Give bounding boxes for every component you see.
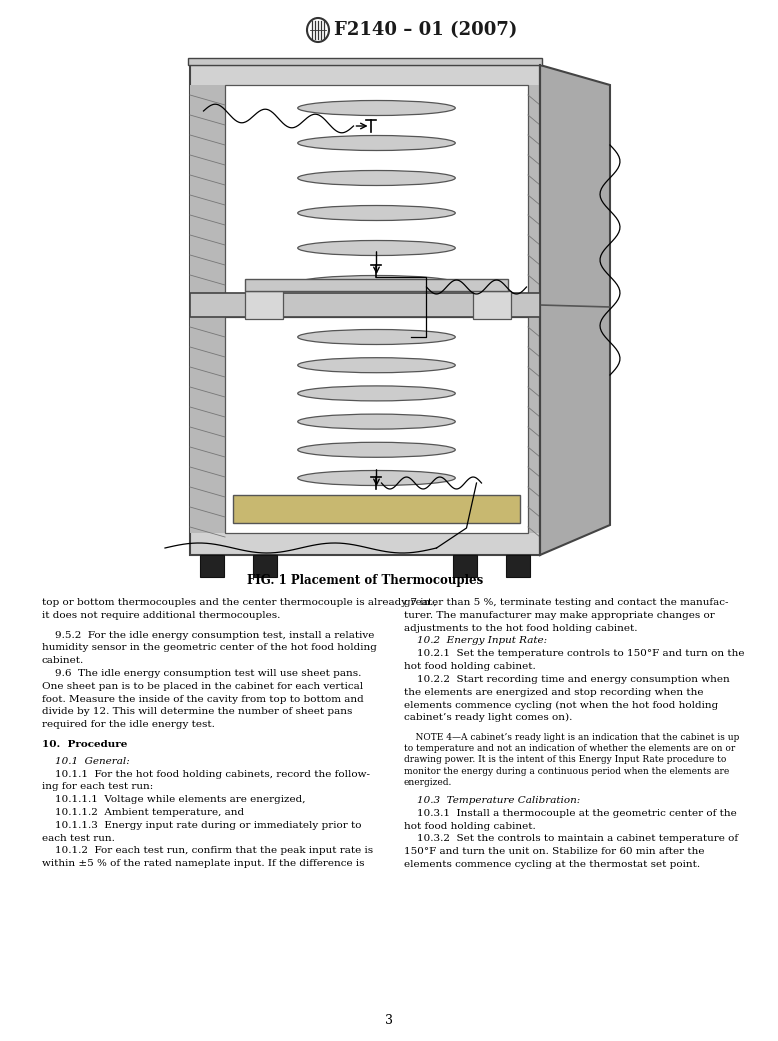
Text: 9.6  The idle energy consumption test will use sheet pans.: 9.6 The idle energy consumption test wil… <box>42 669 361 678</box>
Text: ing for each test run:: ing for each test run: <box>42 783 153 791</box>
Text: 10.3  Temperature Calibration:: 10.3 Temperature Calibration: <box>404 796 580 805</box>
Text: 10.1.1.3  Energy input rate during or immediately prior to: 10.1.1.3 Energy input rate during or imm… <box>42 820 362 830</box>
Text: the elements are energized and stop recording when the: the elements are energized and stop reco… <box>404 688 703 696</box>
Bar <box>225 85 528 293</box>
Text: 10.1.1.2  Ambient temperature, and: 10.1.1.2 Ambient temperature, and <box>42 808 244 817</box>
Bar <box>188 58 542 65</box>
Text: 10.1.1.1  Voltage while elements are energized,: 10.1.1.1 Voltage while elements are ener… <box>42 795 306 804</box>
Bar <box>253 555 277 577</box>
Text: 10.1  General:: 10.1 General: <box>42 757 130 766</box>
Bar <box>190 318 225 533</box>
Text: 10.1.1  For the hot food holding cabinets, record the follow-: 10.1.1 For the hot food holding cabinets… <box>42 769 370 779</box>
Bar <box>233 496 520 523</box>
Text: foot. Measure the inside of the cavity from top to bottom and: foot. Measure the inside of the cavity f… <box>42 694 364 704</box>
Text: 10.3.1  Install a thermocouple at the geometric center of the: 10.3.1 Install a thermocouple at the geo… <box>404 809 737 818</box>
Ellipse shape <box>298 240 455 255</box>
Text: 10.2  Energy Input Rate:: 10.2 Energy Input Rate: <box>404 636 547 645</box>
Text: turer. The manufacturer may make appropriate changes or: turer. The manufacturer may make appropr… <box>404 611 715 619</box>
Ellipse shape <box>298 101 455 116</box>
Text: drawing power. It is the intent of this Energy Input Rate procedure to: drawing power. It is the intent of this … <box>404 756 727 764</box>
Ellipse shape <box>298 442 455 457</box>
Text: divide by 12. This will determine the number of sheet pans: divide by 12. This will determine the nu… <box>42 708 352 716</box>
Text: humidity sensor in the geometric center of the hot food holding: humidity sensor in the geometric center … <box>42 643 377 653</box>
Text: 10.2.2  Start recording time and energy consumption when: 10.2.2 Start recording time and energy c… <box>404 675 730 684</box>
Text: 3: 3 <box>385 1014 393 1026</box>
Bar <box>200 555 224 577</box>
Text: NOTE 4—A cabinet’s ready light is an indication that the cabinet is up: NOTE 4—A cabinet’s ready light is an ind… <box>404 733 739 742</box>
Ellipse shape <box>298 171 455 185</box>
Bar <box>528 318 540 533</box>
Text: hot food holding cabinet.: hot food holding cabinet. <box>404 821 536 831</box>
Text: FIG. 1 Placement of Thermocouples: FIG. 1 Placement of Thermocouples <box>247 574 483 587</box>
Text: 9.5.2  For the idle energy consumption test, install a relative: 9.5.2 For the idle energy consumption te… <box>42 631 374 639</box>
Text: top or bottom thermocouples and the center thermocouple is already 7 in.,: top or bottom thermocouples and the cent… <box>42 598 436 607</box>
Bar <box>506 555 530 577</box>
Ellipse shape <box>298 135 455 151</box>
Text: within ±5 % of the rated nameplate input. If the difference is: within ±5 % of the rated nameplate input… <box>42 859 365 868</box>
Text: monitor the energy during a continuous period when the elements are: monitor the energy during a continuous p… <box>404 766 729 776</box>
Bar <box>190 85 225 293</box>
Text: greater than 5 %, terminate testing and contact the manufac-: greater than 5 %, terminate testing and … <box>404 598 728 607</box>
Text: 150°F and turn the unit on. Stabilize for 60 min after the: 150°F and turn the unit on. Stabilize fo… <box>404 847 705 857</box>
Text: to temperature and not an indication of whether the elements are on or: to temperature and not an indication of … <box>404 744 735 754</box>
Text: energized.: energized. <box>404 778 452 787</box>
Bar <box>453 555 477 577</box>
Text: 10.2.1  Set the temperature controls to 150°F and turn on the: 10.2.1 Set the temperature controls to 1… <box>404 650 745 658</box>
Polygon shape <box>540 65 610 555</box>
Ellipse shape <box>298 414 455 429</box>
Bar <box>245 291 283 319</box>
Ellipse shape <box>298 276 455 290</box>
Bar <box>225 318 528 533</box>
Text: cabinet.: cabinet. <box>42 656 84 665</box>
Text: adjustments to the hot food holding cabinet.: adjustments to the hot food holding cabi… <box>404 624 637 633</box>
Text: F2140 – 01 (2007): F2140 – 01 (2007) <box>334 21 517 39</box>
Text: required for the idle energy test.: required for the idle energy test. <box>42 720 215 730</box>
Text: cabinet’s ready light comes on).: cabinet’s ready light comes on). <box>404 713 573 722</box>
Text: elements commence cycling (not when the hot food holding: elements commence cycling (not when the … <box>404 701 718 710</box>
Ellipse shape <box>298 205 455 221</box>
Text: each test run.: each test run. <box>42 834 115 842</box>
Ellipse shape <box>298 330 455 345</box>
Text: 10.  Procedure: 10. Procedure <box>42 740 128 750</box>
Ellipse shape <box>298 471 455 485</box>
Text: it does not require additional thermocouples.: it does not require additional thermocou… <box>42 611 280 619</box>
Bar <box>528 85 540 293</box>
Ellipse shape <box>298 358 455 373</box>
Bar <box>473 291 511 319</box>
Ellipse shape <box>298 386 455 401</box>
Text: One sheet pan is to be placed in the cabinet for each vertical: One sheet pan is to be placed in the cab… <box>42 682 363 691</box>
Text: elements commence cycling at the thermostat set point.: elements commence cycling at the thermos… <box>404 860 700 869</box>
Bar <box>190 293 540 318</box>
Text: hot food holding cabinet.: hot food holding cabinet. <box>404 662 536 671</box>
Text: 10.1.2  For each test run, confirm that the peak input rate is: 10.1.2 For each test run, confirm that t… <box>42 846 373 856</box>
Bar <box>245 279 508 291</box>
Bar <box>190 65 540 555</box>
Text: 10.3.2  Set the controls to maintain a cabinet temperature of: 10.3.2 Set the controls to maintain a ca… <box>404 835 738 843</box>
